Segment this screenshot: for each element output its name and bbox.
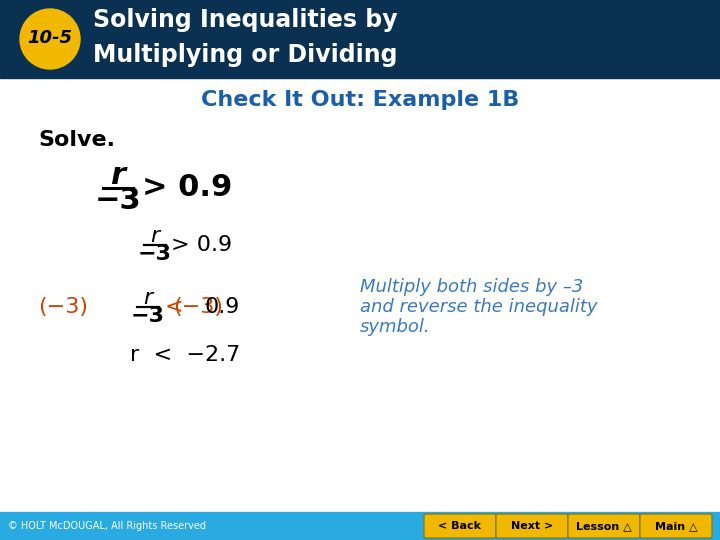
Text: Multiply both sides by –3: Multiply both sides by –3: [360, 278, 583, 296]
Text: r: r: [150, 226, 160, 246]
Text: 10-5: 10-5: [27, 29, 73, 47]
Bar: [0, 0, 720, 78]
Text: <: <: [165, 297, 184, 317]
Text: < Back: < Back: [438, 521, 482, 531]
Text: > 0.9: > 0.9: [142, 173, 233, 202]
Text: r: r: [110, 161, 125, 191]
Text: (−3): (−3): [174, 297, 224, 317]
Text: Check It Out: Example 1B: Check It Out: Example 1B: [201, 90, 519, 110]
Text: r: r: [143, 288, 153, 308]
Text: (−3): (−3): [38, 297, 88, 317]
Text: Lesson △: Lesson △: [576, 521, 632, 531]
Text: and reverse the inequality: and reverse the inequality: [360, 298, 598, 316]
Text: r  <  −2.7: r < −2.7: [130, 345, 240, 365]
Text: −3: −3: [131, 306, 165, 326]
Text: Main △: Main △: [654, 521, 697, 531]
Text: © HOLT McDOUGAL, All Rights Reserved: © HOLT McDOUGAL, All Rights Reserved: [8, 521, 206, 531]
Text: Solving Inequalities by: Solving Inequalities by: [93, 8, 397, 32]
Text: Multiplying or Dividing: Multiplying or Dividing: [93, 43, 397, 67]
FancyBboxPatch shape: [496, 514, 568, 538]
FancyBboxPatch shape: [424, 514, 496, 538]
Text: −3: −3: [138, 244, 172, 264]
Text: Next >: Next >: [511, 521, 553, 531]
Text: −3: −3: [95, 186, 141, 214]
Text: > 0.9: > 0.9: [171, 235, 232, 255]
Bar: [0, 512, 720, 540]
FancyBboxPatch shape: [568, 514, 640, 538]
Circle shape: [20, 9, 80, 69]
Text: Solve.: Solve.: [38, 130, 115, 150]
Text: 0.9: 0.9: [204, 297, 240, 317]
Text: symbol.: symbol.: [360, 318, 431, 336]
FancyBboxPatch shape: [640, 514, 712, 538]
